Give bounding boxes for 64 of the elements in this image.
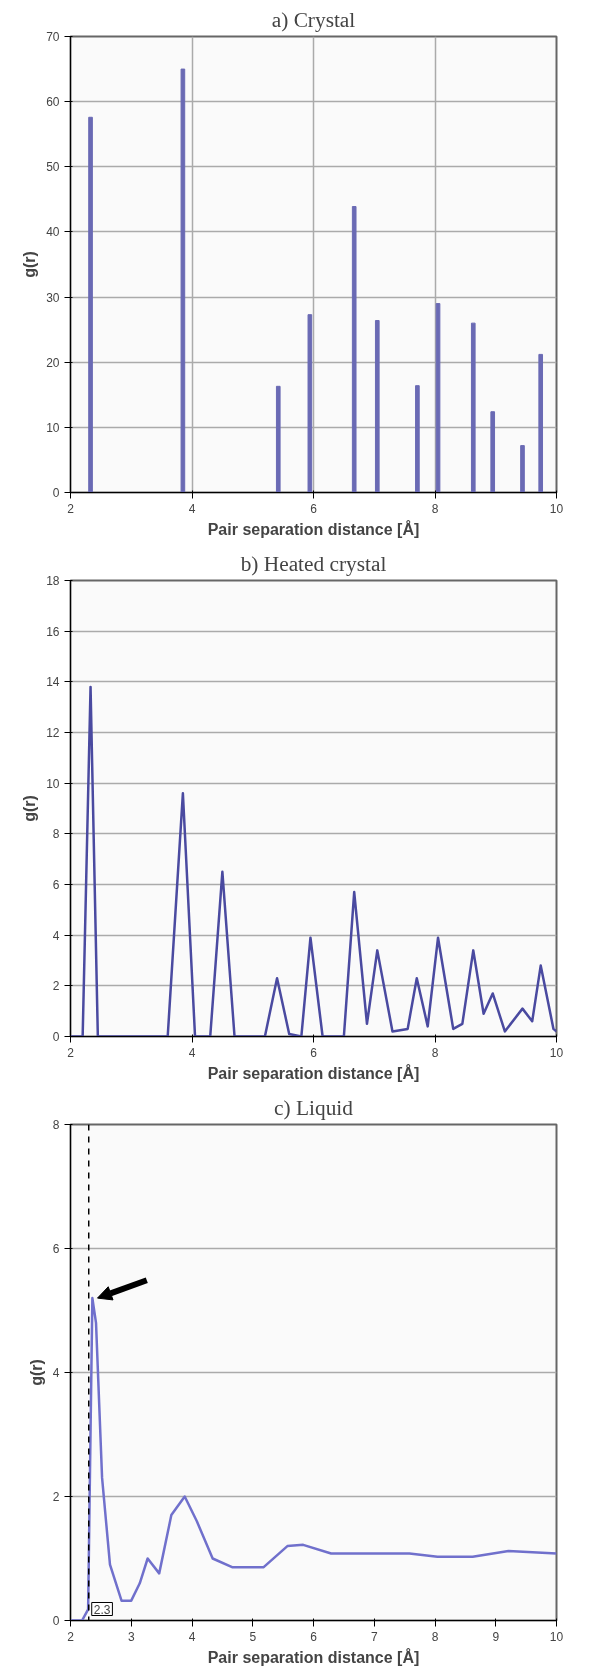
bar	[180, 68, 186, 493]
x-tick-label: 5	[249, 1629, 257, 1644]
x-tick-label: 2	[67, 501, 75, 516]
y-tick-label: 6	[52, 878, 60, 892]
x-tick-label: 4	[188, 501, 196, 516]
x-tick-label: 10	[549, 501, 564, 516]
y-tick-label: 8	[52, 827, 60, 842]
y-tick-label: 30	[46, 290, 60, 305]
bar	[490, 411, 496, 493]
x-tick-label: 6	[310, 1045, 318, 1060]
y-tick-label: 14	[46, 675, 60, 690]
y-axis-title: g(r)	[21, 251, 39, 278]
x-tick-label: 4	[188, 1629, 196, 1644]
chart-title: a) Crystal	[271, 7, 356, 32]
y-tick-label: 20	[46, 355, 60, 370]
bar	[520, 445, 525, 493]
x-tick-label: 9	[492, 1629, 500, 1644]
x-tick-label: 8	[431, 1629, 439, 1644]
y-axis-title: g(r)	[21, 795, 39, 822]
x-tick-label: 4	[188, 1045, 196, 1060]
y-tick-label: 60	[46, 95, 60, 110]
x-tick-label: 10	[549, 1045, 564, 1060]
bar	[88, 116, 93, 493]
x-tick-label: 2	[67, 1629, 75, 1644]
x-axis-title: Pair separation distance [Å]	[207, 1063, 420, 1082]
y-tick-label: 0	[52, 1614, 60, 1628]
bar	[538, 353, 544, 493]
x-tick-label: 7	[370, 1629, 378, 1644]
y-tick-label: 40	[46, 225, 60, 240]
y-tick-label: 10	[46, 776, 60, 791]
x-tick-label: 8	[431, 501, 439, 516]
bar	[275, 385, 281, 493]
y-tick-label: 16	[46, 624, 60, 639]
y-tick-label: 2	[52, 979, 60, 994]
y-tick-label: 4	[52, 928, 60, 943]
y-tick-label: 12	[46, 726, 60, 740]
y-tick-label: 4	[52, 1366, 60, 1380]
y-tick-label: 6	[52, 1242, 60, 1256]
y-tick-label: 8	[52, 1118, 60, 1132]
bar	[374, 320, 380, 493]
y-tick-label: 70	[46, 30, 60, 44]
bar	[307, 314, 313, 493]
ref-line-label: 2.3	[93, 1602, 111, 1617]
bar	[470, 322, 476, 493]
y-tick-label: 18	[46, 574, 60, 588]
x-tick-label: 3	[127, 1629, 135, 1644]
chart-title: c) Liquid	[274, 1095, 354, 1120]
x-tick-label: 10	[549, 1629, 564, 1644]
x-tick-label: 2	[67, 1045, 75, 1060]
y-tick-label: 2	[52, 1490, 60, 1504]
y-axis-title: g(r)	[27, 1359, 45, 1386]
y-tick-label: 10	[46, 420, 60, 435]
y-tick-label: 0	[52, 486, 60, 500]
x-tick-label: 8	[431, 1045, 439, 1060]
bar	[415, 385, 420, 493]
x-axis-title: Pair separation distance [Å]	[207, 519, 420, 538]
y-tick-label: 50	[46, 160, 60, 175]
x-axis-title: Pair separation distance [Å]	[207, 1647, 420, 1666]
x-tick-label: 6	[310, 1629, 318, 1644]
x-tick-label: 6	[310, 501, 318, 516]
bar	[351, 206, 357, 493]
y-tick-label: 0	[52, 1030, 60, 1044]
bar	[435, 303, 441, 493]
chart-title: b) Heated crystal	[240, 551, 387, 576]
